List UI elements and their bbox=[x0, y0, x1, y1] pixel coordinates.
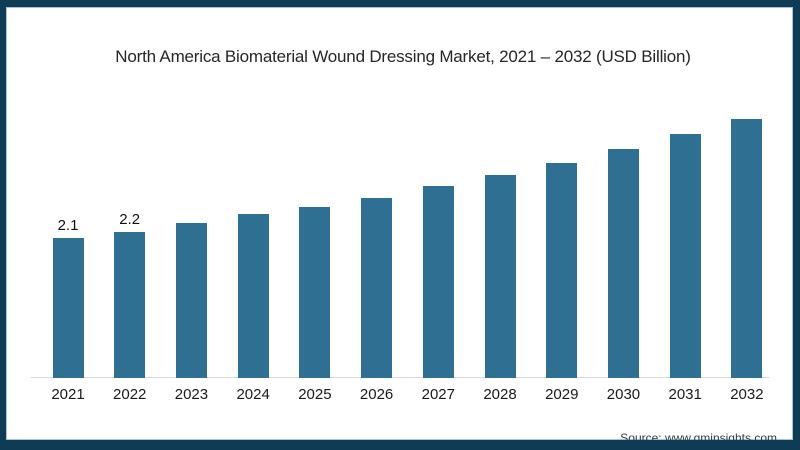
x-tick-label-2032: 2032 bbox=[730, 386, 764, 403]
bar-2023 bbox=[175, 223, 207, 378]
x-tick-label-2031: 2031 bbox=[668, 386, 702, 403]
bar-2032 bbox=[731, 118, 763, 378]
x-axis-line bbox=[31, 377, 769, 378]
chart-title: North America Biomaterial Wound Dressing… bbox=[115, 47, 691, 66]
bar-2024 bbox=[237, 214, 269, 378]
x-tick-label-2022: 2022 bbox=[113, 386, 147, 403]
bar-value-label-2021: 2.1 bbox=[57, 217, 79, 235]
bar-2030 bbox=[607, 149, 639, 378]
x-tick-label-2021: 2021 bbox=[51, 386, 85, 403]
bar-2029 bbox=[546, 162, 578, 378]
x-tick-label-2028: 2028 bbox=[483, 386, 517, 403]
x-tick-label-2023: 2023 bbox=[174, 386, 209, 403]
x-tick-label-2027: 2027 bbox=[421, 386, 455, 403]
bar-2028 bbox=[484, 174, 516, 378]
bar-2031 bbox=[669, 133, 701, 378]
plot-area: 2021 2.1 2022 2.2 2023 2024 2025 2026 2027 2028 20… bbox=[6, 7, 793, 440]
x-tick-label-2026: 2026 bbox=[359, 386, 394, 403]
bar-2026 bbox=[361, 197, 393, 378]
bar-2025 bbox=[299, 207, 331, 378]
bar-2027 bbox=[422, 186, 454, 378]
bar-value-label-2022: 2.2 bbox=[119, 210, 141, 228]
bar-2021 bbox=[52, 238, 84, 378]
x-tick-label-2029: 2029 bbox=[545, 386, 579, 403]
x-tick-label-2030: 2030 bbox=[606, 386, 641, 403]
x-tick-label-2024: 2024 bbox=[236, 386, 270, 403]
source-credit: Source: www.gminsights.com bbox=[620, 431, 777, 445]
x-tick-label-2025: 2025 bbox=[298, 386, 332, 403]
bar-2022 bbox=[114, 231, 146, 378]
